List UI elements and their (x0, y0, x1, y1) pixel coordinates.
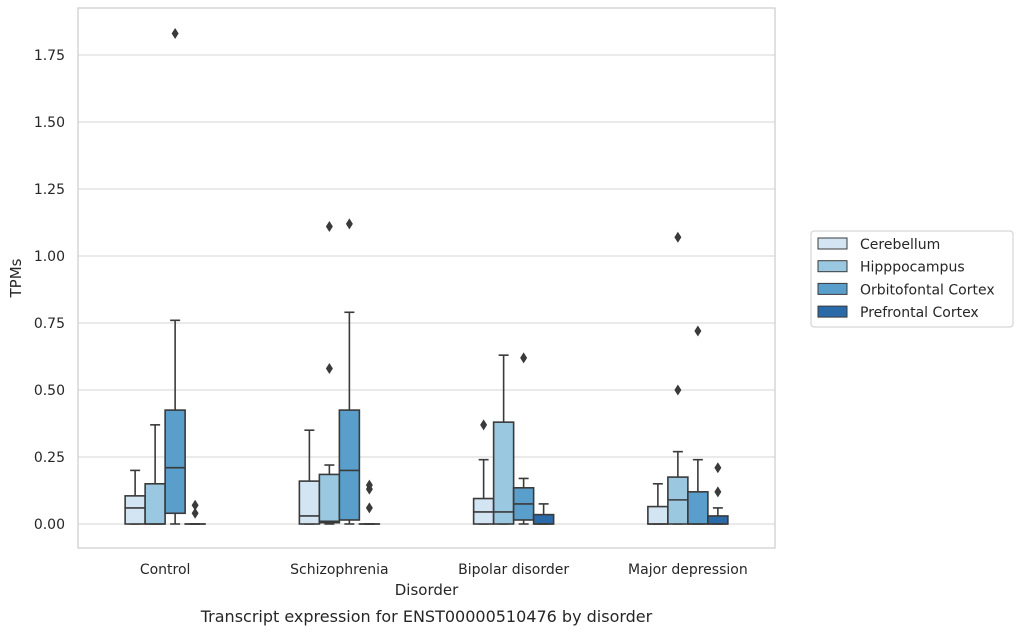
outlier-point (191, 507, 199, 519)
y-tick-label: 1.75 (34, 48, 65, 64)
box-orbitofontal-cortex (512, 477, 535, 525)
legend-items: Cerebellum Hipppocampus Orbitofontal Corte… (817, 237, 995, 321)
box-iqr (492, 421, 515, 525)
chart-caption: Transcript expression for ENST0000051047… (200, 607, 653, 626)
box-prefrontal-cortex (532, 503, 555, 525)
y-tick-label: 1.50 (34, 115, 65, 131)
box-orbitofontal-cortex (687, 458, 709, 525)
box-orbitofontal-cortex (164, 319, 186, 525)
x-tick-label: Bipolar disorder (458, 562, 569, 578)
outlier-point (674, 231, 682, 243)
box-iqr (318, 473, 341, 524)
x-tick-label: Major depression (628, 562, 748, 578)
box-iqr (647, 505, 669, 525)
box-iqr (687, 491, 709, 525)
y-tick-label: 0.25 (34, 450, 65, 466)
y-tick-label: 0.50 (34, 383, 65, 399)
y-tick-label: 0.00 (34, 517, 65, 533)
outlier-point (191, 499, 199, 511)
outliers (171, 28, 722, 519)
box-cerebellum (298, 429, 321, 525)
box-orbitofontal-cortex (338, 311, 361, 525)
outlier-point (171, 28, 179, 40)
y-tick-label: 1.25 (34, 182, 65, 198)
legend-label: Orbitofontal Cortex (860, 282, 995, 298)
outlier-point (365, 502, 373, 514)
legend-label: Hipppocampus (860, 260, 965, 276)
outlier-point (480, 419, 488, 431)
outlier-point (674, 384, 682, 396)
y-tick-label: 1.00 (34, 249, 65, 265)
outlier-point (714, 486, 722, 498)
box-cerebellum (647, 482, 669, 525)
plot-frame (77, 7, 776, 549)
grid-lines (78, 54, 775, 525)
box-prefrontal-cortex (707, 507, 729, 525)
y-axis-title: TPMs (7, 258, 25, 298)
legend-swatch (817, 260, 848, 273)
box-cerebellum (124, 469, 146, 525)
outlier-point (714, 462, 722, 474)
x-axis-title: Disorder (395, 581, 459, 599)
outlier-point (325, 363, 333, 375)
outlier-point (325, 221, 333, 233)
box-iqr (707, 515, 729, 525)
legend: Cerebellum Hipppocampus Orbitofontal Corte… (810, 230, 1014, 328)
legend-label: Cerebellum (860, 237, 940, 253)
box-iqr (532, 513, 555, 525)
box-hipppocampus (667, 450, 689, 525)
box-iqr (164, 409, 186, 515)
legend-swatch (817, 282, 848, 295)
outlier-point (345, 218, 353, 230)
outlier-point (520, 352, 528, 364)
box-hipppocampus (144, 424, 166, 525)
outlier-point (365, 479, 373, 491)
legend-label: Prefrontal Cortex (860, 305, 979, 321)
legend-swatch (817, 305, 848, 318)
box-iqr (144, 482, 166, 525)
box-cerebellum (472, 458, 495, 525)
box-hipppocampus (492, 354, 515, 525)
y-axis-ticks: 0.00 0.25 0.50 0.75 1.00 1.25 1.50 1.75 (34, 48, 65, 533)
box-iqr (298, 480, 321, 525)
x-axis-ticks: Control Schizophrenia Bipolar disorder Majo… (140, 562, 748, 578)
x-tick-label: Schizophrenia (290, 562, 388, 578)
outlier-point (694, 325, 702, 337)
legend-swatch (817, 237, 848, 250)
box-hipppocampus (318, 464, 341, 525)
box-iqr (124, 495, 146, 525)
x-tick-label: Control (140, 562, 191, 578)
y-tick-label: 0.75 (34, 316, 65, 332)
box-iqr (338, 409, 361, 521)
boxes (124, 311, 729, 525)
legend-frame (810, 230, 1014, 328)
